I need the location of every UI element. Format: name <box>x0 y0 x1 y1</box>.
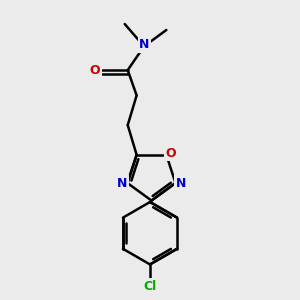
Text: N: N <box>139 38 149 51</box>
Text: N: N <box>176 177 186 190</box>
Text: N: N <box>117 177 127 190</box>
Text: O: O <box>166 147 176 160</box>
Text: O: O <box>90 64 100 76</box>
Text: Cl: Cl <box>143 280 157 292</box>
